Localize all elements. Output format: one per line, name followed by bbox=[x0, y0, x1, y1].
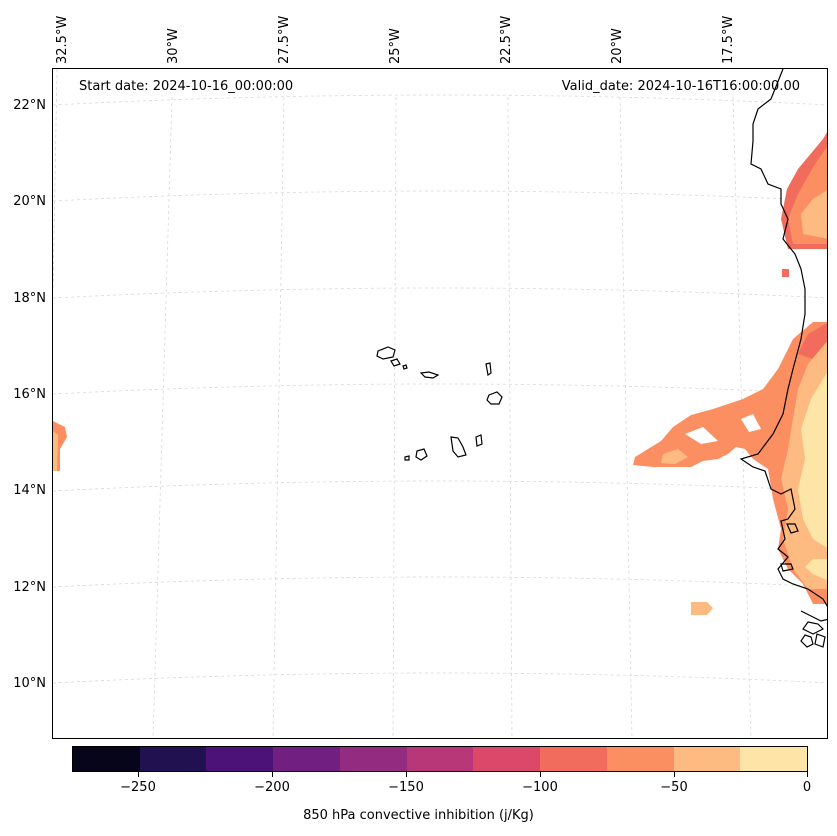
colorbar-segment bbox=[406, 747, 474, 771]
gridlines bbox=[53, 69, 827, 738]
island-santa-luzia bbox=[402, 364, 408, 370]
island-fogo bbox=[415, 448, 428, 461]
colorbar-segment bbox=[339, 747, 407, 771]
coastline bbox=[739, 69, 827, 648]
colorbar-tick bbox=[674, 772, 675, 777]
island-brava bbox=[404, 455, 410, 461]
island-santiago bbox=[450, 436, 467, 458]
colorbar-title: 850 hPa convective inhibition (j/Kg) bbox=[303, 808, 534, 823]
colorbar-tick-label: −150 bbox=[388, 780, 424, 795]
colorbar-tick bbox=[406, 772, 407, 777]
colorbar-segment bbox=[473, 747, 541, 771]
colorbar-tick bbox=[138, 772, 139, 777]
colorbar-tick-label: 0 bbox=[802, 780, 812, 795]
colorbar-segment bbox=[73, 747, 140, 771]
lat-label-22n: 22°N bbox=[13, 98, 46, 113]
island-sao-vicente bbox=[390, 358, 401, 367]
lon-label-22-5w: 22.5°W bbox=[499, 15, 514, 64]
colorbar-tick-label: −100 bbox=[522, 780, 558, 795]
cin-fill-regions bbox=[53, 132, 827, 615]
colorbar-segment bbox=[206, 747, 274, 771]
lat-label-12n: 12°N bbox=[13, 580, 46, 595]
island-sal bbox=[485, 362, 492, 377]
lat-label-16n: 16°N bbox=[13, 387, 46, 402]
colorbar-tick bbox=[272, 772, 273, 777]
colorbar-segment bbox=[673, 747, 741, 771]
cin-region-coast-75 bbox=[633, 322, 827, 604]
cin-region-north-50 bbox=[801, 190, 827, 239]
lon-label-27-5w: 27.5°W bbox=[277, 15, 292, 64]
lon-label-17-5w: 17.5°W bbox=[721, 15, 736, 64]
cin-hole-2 bbox=[741, 414, 761, 432]
lat-label-20n: 20°N bbox=[13, 194, 46, 209]
start-date-label: Start date: 2024-10-16_00:00:00 bbox=[79, 79, 294, 94]
valid-date-label: Valid_date: 2024-10-16T16:00:00.00 bbox=[561, 79, 800, 94]
cin-region-offshore-blob bbox=[661, 449, 688, 464]
island-sao-nicolau bbox=[419, 371, 440, 379]
colorbar-segment bbox=[139, 747, 207, 771]
cin-region-north-dot bbox=[782, 269, 789, 277]
cin-hole-1 bbox=[685, 427, 718, 444]
colorbar-segment bbox=[606, 747, 674, 771]
lat-label-14n: 14°N bbox=[13, 483, 46, 498]
colorbar bbox=[72, 746, 808, 772]
colorbar-segment bbox=[273, 747, 340, 771]
cin-region-coast-25b bbox=[805, 559, 827, 581]
cin-region-coast-25a bbox=[798, 372, 827, 548]
island-santo-antao bbox=[376, 346, 396, 360]
colorbar-tick bbox=[540, 772, 541, 777]
lon-label-20w: 20°W bbox=[610, 28, 625, 64]
island-boa-vista bbox=[486, 391, 503, 405]
map-panel[interactable]: Start date: 2024-10-16_00:00:00 Valid_da… bbox=[52, 68, 828, 739]
cape-verde-islands bbox=[376, 346, 503, 461]
lon-label-32-5w: 32.5°W bbox=[55, 15, 70, 64]
map-canvas bbox=[53, 69, 827, 738]
cin-region-south-patch bbox=[691, 602, 713, 615]
cin-region-west-50 bbox=[53, 431, 58, 471]
lat-label-10n: 10°N bbox=[13, 676, 46, 691]
colorbar-segment bbox=[740, 747, 808, 771]
colorbar-segment bbox=[540, 747, 607, 771]
colorbar-tick-label: −200 bbox=[254, 780, 290, 795]
lon-label-30w: 30°W bbox=[166, 28, 181, 64]
island-maio bbox=[475, 434, 483, 447]
colorbar-tick-label: −250 bbox=[120, 780, 156, 795]
colorbar-tick-label: −50 bbox=[660, 780, 688, 795]
lon-label-25w: 25°W bbox=[388, 28, 403, 64]
colorbar-tick bbox=[807, 772, 808, 777]
lat-label-18n: 18°N bbox=[13, 291, 46, 306]
